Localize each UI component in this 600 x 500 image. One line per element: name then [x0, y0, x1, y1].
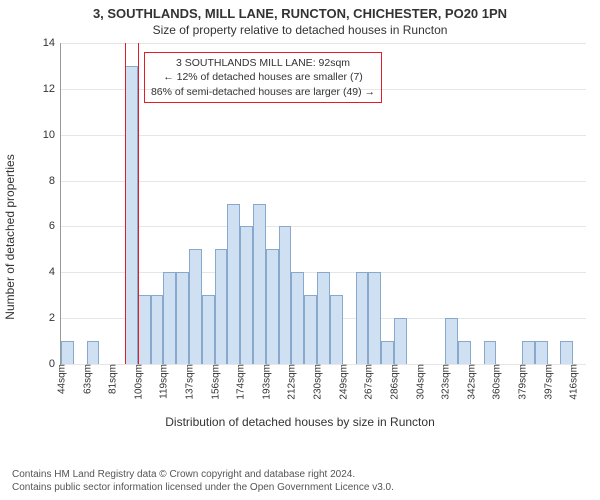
histogram-bar	[87, 341, 100, 364]
histogram-bar	[356, 272, 369, 364]
x-tick-label: 360sqm	[490, 364, 503, 400]
attribution-footer: Contains HM Land Registry data © Crown c…	[12, 468, 588, 494]
histogram-bar	[330, 295, 343, 364]
page-subtitle: Size of property relative to detached ho…	[0, 23, 600, 37]
histogram-bar	[304, 295, 317, 364]
histogram-bar	[394, 318, 407, 364]
histogram-bar	[125, 66, 138, 364]
histogram-bar	[535, 341, 548, 364]
y-tick-label: 10	[43, 129, 61, 141]
histogram-bar	[227, 204, 240, 365]
x-tick-label: 63sqm	[80, 364, 93, 394]
y-tick-label: 12	[43, 83, 61, 95]
y-tick-label: 8	[49, 175, 61, 187]
histogram-bar	[381, 341, 394, 364]
chart-container: Number of detached properties 0246810121…	[0, 37, 600, 437]
x-tick-label: 137sqm	[183, 364, 196, 400]
highlight-marker	[138, 43, 139, 364]
histogram-bar	[202, 295, 215, 364]
histogram-bar	[176, 272, 189, 364]
gridline	[61, 226, 586, 227]
histogram-bar	[240, 226, 253, 364]
footer-line-1: Contains HM Land Registry data © Crown c…	[12, 468, 588, 481]
gridline	[61, 181, 586, 182]
y-axis-title: Number of detached properties	[3, 154, 17, 319]
histogram-bar	[253, 204, 266, 365]
callout-line: 86% of semi-detached houses are larger (…	[151, 85, 375, 99]
histogram-bar	[445, 318, 458, 364]
highlight-marker	[125, 43, 126, 364]
x-tick-label: 323sqm	[439, 364, 452, 400]
histogram-bar	[151, 295, 164, 364]
page-title: 3, SOUTHLANDS, MILL LANE, RUNCTON, CHICH…	[0, 6, 600, 21]
property-callout: 3 SOUTHLANDS MILL LANE: 92sqm← 12% of de…	[144, 52, 382, 103]
histogram-bar	[215, 249, 228, 364]
x-tick-label: 212sqm	[285, 364, 298, 400]
x-tick-label: 100sqm	[131, 364, 144, 400]
gridline	[61, 43, 586, 44]
x-tick-label: 379sqm	[515, 364, 528, 400]
x-tick-label: 230sqm	[311, 364, 324, 400]
x-tick-label: 416sqm	[567, 364, 580, 400]
histogram-bar	[317, 272, 330, 364]
histogram-bar	[484, 341, 497, 364]
callout-line: 3 SOUTHLANDS MILL LANE: 92sqm	[151, 56, 375, 70]
y-tick-label: 6	[49, 220, 61, 232]
histogram-bar	[138, 295, 151, 364]
x-tick-label: 119sqm	[157, 364, 170, 399]
x-tick-label: 193sqm	[259, 364, 272, 400]
y-tick-label: 2	[49, 312, 61, 324]
footer-line-2: Contains public sector information licen…	[12, 481, 588, 494]
histogram-bar	[266, 249, 279, 364]
x-tick-label: 81sqm	[106, 364, 119, 394]
x-tick-label: 174sqm	[234, 364, 247, 400]
x-tick-label: 267sqm	[362, 364, 375, 400]
gridline	[61, 135, 586, 136]
histogram-bar	[560, 341, 573, 364]
x-tick-label: 286sqm	[387, 364, 400, 400]
x-tick-label: 44sqm	[55, 364, 68, 394]
histogram-bar	[522, 341, 535, 364]
plot-area: 0246810121444sqm63sqm81sqm100sqm119sqm13…	[60, 43, 586, 365]
x-tick-label: 397sqm	[541, 364, 554, 400]
histogram-bar	[163, 272, 176, 364]
x-tick-label: 304sqm	[413, 364, 426, 400]
y-tick-label: 4	[49, 266, 61, 278]
x-tick-label: 342sqm	[464, 364, 477, 400]
histogram-bar	[61, 341, 74, 364]
histogram-bar	[291, 272, 304, 364]
histogram-bar	[279, 226, 292, 364]
histogram-bar	[368, 272, 381, 364]
x-axis-title: Distribution of detached houses by size …	[0, 415, 600, 429]
x-tick-label: 156sqm	[208, 364, 221, 400]
histogram-bar	[189, 249, 202, 364]
y-tick-label: 14	[43, 37, 61, 49]
callout-line: ← 12% of detached houses are smaller (7)	[151, 70, 375, 84]
x-tick-label: 249sqm	[336, 364, 349, 400]
histogram-bar	[458, 341, 471, 364]
